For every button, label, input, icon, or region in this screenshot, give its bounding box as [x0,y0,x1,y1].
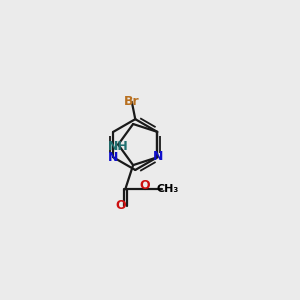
Text: O: O [116,200,126,212]
Text: N: N [153,150,164,163]
Text: Br: Br [124,95,140,108]
Text: NH: NH [108,140,129,153]
Text: O: O [140,178,150,192]
Text: N: N [107,151,118,164]
Text: CH₃: CH₃ [157,184,179,194]
